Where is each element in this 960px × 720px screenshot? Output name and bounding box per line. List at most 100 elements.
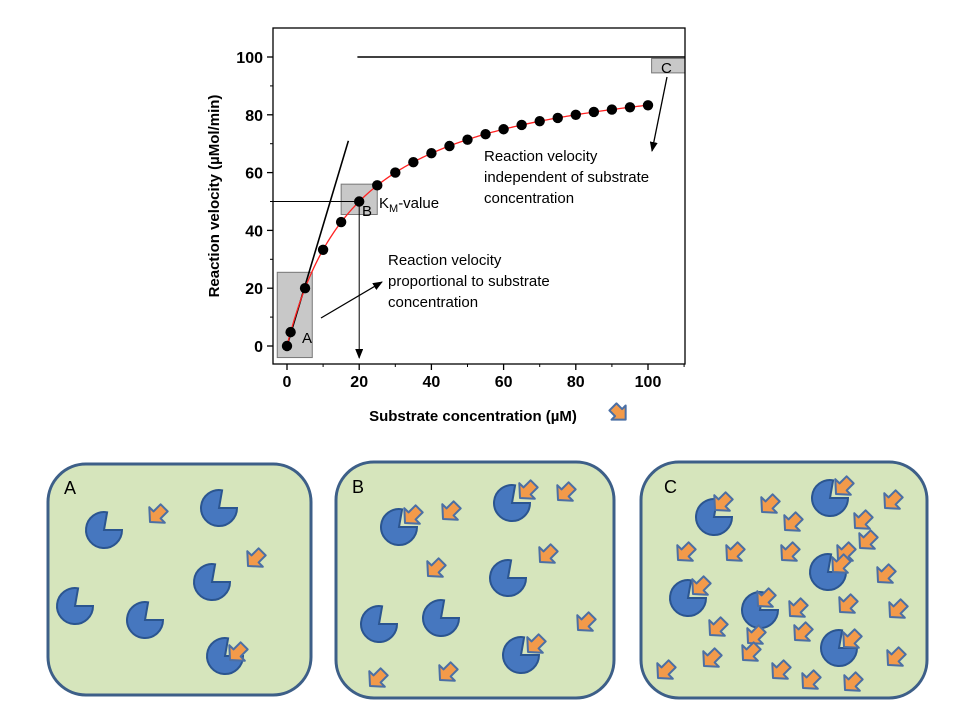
x-tick-label: 0 xyxy=(283,374,292,391)
substrate-shape xyxy=(702,647,723,668)
substrate-shape xyxy=(886,646,907,667)
plot-frame xyxy=(272,27,686,365)
substrate-shape xyxy=(783,511,804,532)
y-tick-label: 60 xyxy=(245,166,263,183)
y-axis-title: Reaction velocity (µMol/min) xyxy=(206,95,223,298)
enzyme xyxy=(811,479,850,518)
substrate-shape xyxy=(834,475,855,496)
enzyme xyxy=(200,489,239,528)
enzyme xyxy=(489,559,528,598)
enzyme xyxy=(741,591,780,630)
km-label: KM-value xyxy=(379,195,439,215)
x-tick-label: 40 xyxy=(423,374,441,391)
panel-b-box xyxy=(334,460,616,700)
y-tick-label: 0 xyxy=(254,339,263,356)
independent-line-3: concentration xyxy=(484,190,574,207)
substrate-arrow xyxy=(834,475,855,496)
panel-a-molecules xyxy=(56,489,267,676)
substrate-arrow xyxy=(760,493,781,514)
enzyme xyxy=(360,605,399,644)
enzyme xyxy=(809,553,848,592)
panel-c-label: C xyxy=(664,477,677,497)
panel-a-label: A xyxy=(64,478,76,498)
x-tick-label: 20 xyxy=(350,374,368,391)
substrate-arrow xyxy=(746,624,767,645)
panel-b-label: B xyxy=(352,477,364,497)
substrate-arrow xyxy=(576,611,597,632)
arrow-to-proportional-note xyxy=(320,281,383,319)
box-b-label: B xyxy=(362,203,372,220)
km-symbol: K xyxy=(379,195,389,212)
substrate-shape xyxy=(793,621,814,642)
substrate-arrow xyxy=(783,511,804,532)
y-tick-label: 20 xyxy=(245,281,263,298)
panel-a: A xyxy=(46,462,313,697)
substrate-shape xyxy=(760,493,781,514)
data-point xyxy=(606,104,618,115)
substrate-shape xyxy=(725,541,746,562)
substrate-shape xyxy=(518,479,539,500)
substrate-arrow xyxy=(702,647,723,668)
data-point xyxy=(299,283,311,294)
y-tick-label: 80 xyxy=(245,108,263,125)
substrate-shape xyxy=(843,671,864,692)
substrate-shape xyxy=(403,504,424,525)
highlight-boxes xyxy=(276,57,686,359)
enzyme xyxy=(493,484,532,523)
substrate-arrow xyxy=(886,646,907,667)
substrate-arrow xyxy=(801,669,822,690)
substrate-shape xyxy=(576,611,597,632)
substrate-shape xyxy=(876,563,897,584)
data-point xyxy=(552,112,563,124)
panel-a-box xyxy=(46,462,313,697)
substrate-shape xyxy=(831,553,852,574)
substrate-shape xyxy=(801,669,822,690)
substrate-shape xyxy=(426,557,447,578)
substrate-shape xyxy=(148,503,169,524)
substrate-arrow xyxy=(793,621,814,642)
enzyme xyxy=(695,498,734,537)
km-subscript: M xyxy=(389,203,398,215)
data-point xyxy=(498,124,509,135)
substrate-arrow xyxy=(853,509,874,530)
data-point xyxy=(354,196,365,207)
x-tick-label: 80 xyxy=(567,374,585,391)
data-point xyxy=(480,128,491,140)
data-points xyxy=(281,100,654,352)
panel-c: C xyxy=(639,460,929,700)
substrate-arrow xyxy=(713,491,734,512)
data-point xyxy=(390,167,401,178)
data-point xyxy=(317,244,329,255)
substrate-arrow xyxy=(725,541,746,562)
arrow-to-independent-note xyxy=(649,76,668,152)
substrate-shape xyxy=(656,659,677,680)
substrate-shape xyxy=(883,489,904,510)
data-point xyxy=(516,119,527,131)
substrate-arrow xyxy=(843,671,864,692)
panel-c-molecules xyxy=(656,475,909,692)
data-point xyxy=(335,216,347,228)
substrate-shape xyxy=(538,543,559,564)
x-tick-label: 60 xyxy=(495,374,513,391)
substrate-arrow xyxy=(858,529,879,550)
proportional-line-3: concentration xyxy=(388,294,478,311)
enzyme xyxy=(380,508,419,547)
substrate-arrow xyxy=(426,557,447,578)
substrate-arrow xyxy=(656,659,677,680)
data-point xyxy=(642,100,654,111)
substrate-shape xyxy=(858,529,879,550)
substrate-shape xyxy=(708,616,729,637)
substrate-shape xyxy=(441,500,462,521)
substrate-arrow xyxy=(788,597,809,618)
substrate-arrow xyxy=(831,553,852,574)
enzyme xyxy=(126,601,165,640)
substrate-shape xyxy=(746,624,767,645)
substrate-shape xyxy=(771,659,792,680)
substrate-shape xyxy=(438,661,459,682)
substrate-arrow xyxy=(838,593,859,614)
enzyme xyxy=(502,636,541,675)
substrate-shape xyxy=(368,667,389,688)
data-point xyxy=(372,180,383,191)
substrate-shape xyxy=(676,541,697,562)
